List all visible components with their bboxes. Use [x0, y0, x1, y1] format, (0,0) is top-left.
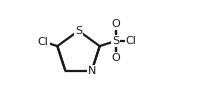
Text: S: S [75, 26, 82, 36]
Text: Cl: Cl [126, 36, 136, 46]
Text: Cl: Cl [38, 37, 49, 47]
Text: O: O [111, 53, 120, 63]
Text: O: O [111, 19, 120, 29]
Text: N: N [88, 66, 96, 76]
Text: S: S [112, 36, 119, 46]
